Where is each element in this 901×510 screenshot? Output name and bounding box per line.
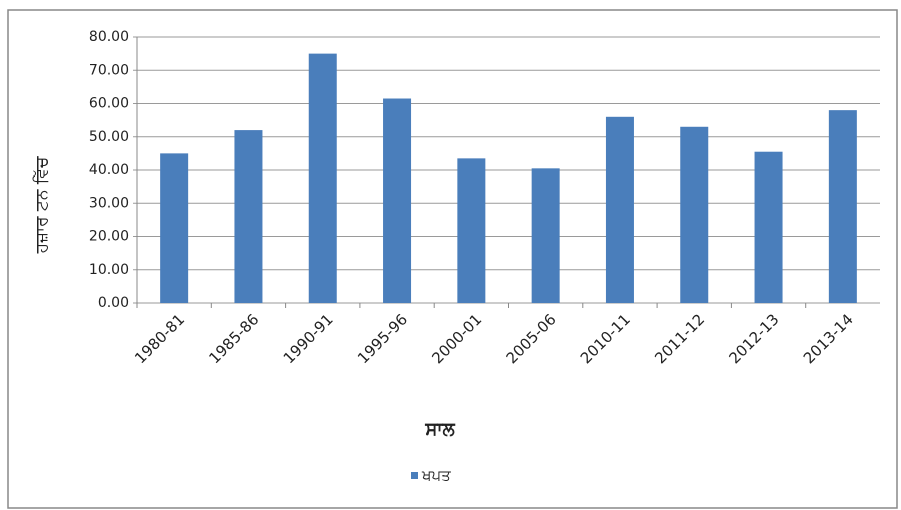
bar [605, 116, 634, 303]
y-tick-label: 0.00 [98, 295, 129, 311]
y-tick-label: 30.00 [89, 195, 129, 211]
y-tick-label: 50.00 [89, 129, 129, 145]
bar [531, 168, 560, 303]
y-tick-label: 20.00 [89, 229, 129, 245]
y-tick-label: 70.00 [89, 62, 129, 78]
y-tick-label: 80.00 [89, 29, 129, 45]
x-axis-title: ਸਾਲ [424, 419, 455, 440]
y-axis-title: ਹਜ਼ਾਰ ਟਨ ਵਿੱਚ [32, 156, 52, 254]
chart-frame [7, 9, 898, 509]
bar [234, 130, 263, 303]
bar [383, 98, 412, 303]
bar [828, 110, 857, 304]
y-tick-label: 40.00 [89, 162, 129, 178]
y-tick-label: 60.00 [89, 96, 129, 112]
bar [457, 158, 486, 303]
y-tick-label: 10.00 [89, 262, 129, 278]
legend-label: ਖਪਤ [421, 467, 451, 485]
legend-swatch [411, 472, 418, 479]
bar [680, 126, 709, 304]
bar [308, 53, 337, 303]
bar [160, 153, 189, 303]
bar [754, 151, 783, 303]
